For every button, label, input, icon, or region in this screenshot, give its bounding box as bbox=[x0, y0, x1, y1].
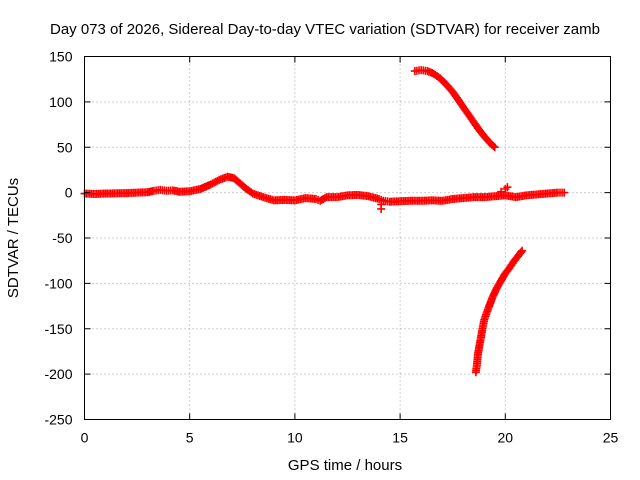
series-lower-arc bbox=[471, 246, 527, 377]
data-point bbox=[503, 183, 512, 192]
series-main-arc bbox=[80, 172, 569, 206]
data-point bbox=[490, 143, 499, 152]
x-tick-label: 10 bbox=[287, 430, 303, 446]
series-upper-arc bbox=[410, 66, 499, 152]
x-tick-label: 0 bbox=[81, 430, 89, 446]
y-tick-label: -50 bbox=[52, 230, 72, 246]
y-tick-label: -250 bbox=[44, 412, 72, 428]
x-tick-label: 5 bbox=[186, 430, 194, 446]
plot-frame bbox=[84, 56, 611, 420]
data-point bbox=[489, 142, 498, 151]
chart-title: Day 073 of 2026, Sidereal Day-to-day VTE… bbox=[50, 21, 600, 38]
data-point bbox=[377, 200, 386, 209]
y-tick-label: 100 bbox=[49, 94, 73, 110]
y-tick-label: 50 bbox=[57, 139, 73, 155]
y-tick-label: -100 bbox=[44, 275, 72, 291]
y-axis-title: SDTVAR / TECUs bbox=[5, 178, 22, 298]
x-axis-title: GPS time / hours bbox=[288, 457, 402, 474]
data-point bbox=[560, 188, 569, 197]
x-tick-label: 20 bbox=[498, 430, 514, 446]
y-tick-label: 0 bbox=[65, 185, 73, 201]
y-tick-label: -200 bbox=[44, 366, 72, 382]
x-tick-label: 25 bbox=[603, 430, 619, 446]
y-tick-label: -150 bbox=[44, 321, 72, 337]
axes: 0 5 10 15 20 25 150 100 50 0 -50 -100 -150 -200 -250 bbox=[44, 49, 618, 446]
series-spike-arcs bbox=[377, 183, 512, 213]
grid bbox=[84, 56, 611, 420]
data-point bbox=[518, 246, 527, 255]
y-tick-label: 150 bbox=[49, 49, 73, 65]
data-point bbox=[497, 187, 506, 196]
data-point bbox=[517, 248, 526, 257]
x-tick-label: 15 bbox=[392, 430, 408, 446]
data-marks bbox=[80, 66, 569, 377]
